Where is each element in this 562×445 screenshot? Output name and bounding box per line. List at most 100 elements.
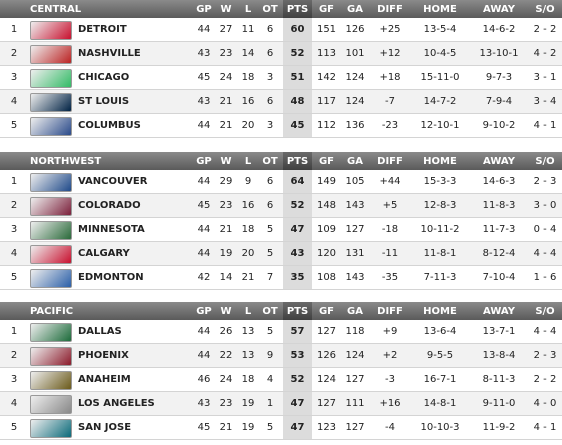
stat: 35 [283,266,312,289]
team-row: 4 CALGARY 44 19 20 5 43 120 131 -11 11-8-1 8-12-4 4 … [0,242,562,266]
stat: 14 [241,48,255,59]
stat: 12-8-3 [423,200,457,211]
team-row: 2 PHOENIX 44 22 13 9 53 126 124 +2 9-5-5 13-8-4 2 - … [0,344,562,368]
rank: 2 [10,200,18,211]
division-header: NORTHWEST GP W L OT PTS GF GA DIFF HOME AWAY S/O [0,152,562,170]
stat: 136 [345,120,365,131]
stat: -35 [381,272,399,283]
division-name: PACIFIC [30,305,74,317]
team-name[interactable]: NASHVILLE [78,48,141,59]
stat: 4 - 1 [533,422,557,433]
team-logo [30,245,72,264]
team-row: 4 ST LOUIS 43 21 16 6 48 117 124 -7 14-7-2 7-9-4 3 -… [0,90,562,114]
team-name[interactable]: ST LOUIS [78,96,130,107]
column-header: GP [196,155,212,167]
team-name[interactable]: SAN JOSE [78,422,132,433]
stat: 131 [345,248,365,259]
stat: 24 [219,72,233,83]
team-row: 3 MINNESOTA 44 21 18 5 47 109 127 -18 10-11-2 11-7-… [0,218,562,242]
stat: 19 [241,398,255,409]
stat: 4 - 4 [533,248,557,259]
stat: 126 [316,350,337,361]
stat: 42 [197,272,211,283]
column-header: AWAY [483,305,515,317]
team-logo [30,221,72,240]
team-row: 4 LOS ANGELES 43 23 19 1 47 127 111 +16 14-8-1 9-11… [0,392,562,416]
stat: 6 [266,48,274,59]
team-name[interactable]: DALLAS [78,326,122,337]
stat: 142 [316,72,337,83]
team-name[interactable]: DETROIT [78,24,127,35]
team-name[interactable]: PHOENIX [78,350,129,361]
stat: 7-10-4 [482,272,516,283]
team-name[interactable]: MINNESOTA [78,224,145,235]
stat: 13-5-4 [423,24,457,35]
stat: 27 [219,24,233,35]
stat: -18 [381,224,399,235]
team-name[interactable]: CHICAGO [78,72,130,83]
stat: 6 [266,200,274,211]
stat: 4 - 4 [533,326,557,337]
column-header: GF [318,155,335,167]
column-header: W [220,3,232,15]
stat: 127 [345,224,365,235]
stat: 112 [316,120,337,131]
stat: 20 [241,120,255,131]
stat: 44 [197,176,211,187]
stat: 149 [316,176,337,187]
stat: 22 [219,350,233,361]
column-header: AWAY [483,155,515,167]
team-name[interactable]: COLORADO [78,200,141,211]
stat: 3 [266,72,274,83]
stat: 124 [345,96,365,107]
stat: 5 [266,326,274,337]
stat: -23 [381,120,399,131]
stat: 13-7-1 [482,326,516,337]
stat: 127 [345,374,365,385]
stat: 24 [219,374,233,385]
stat: 14-6-2 [482,24,516,35]
stat: 13 [241,326,255,337]
stat: 127 [345,422,365,433]
stat: 43 [197,48,211,59]
stat: 127 [316,398,337,409]
stat: 11-9-2 [482,422,516,433]
stat: 108 [316,272,337,283]
stat: 26 [219,326,233,337]
team-name[interactable]: LOS ANGELES [78,398,155,409]
stat: 0 - 4 [533,224,557,235]
stat: 14-7-2 [423,96,457,107]
stat: 5 [266,422,274,433]
rank: 1 [10,326,18,337]
team-name[interactable]: VANCOUVER [78,176,148,187]
stat: 9 [266,350,274,361]
column-header: DIFF [377,3,403,15]
column-header: GF [318,3,335,15]
column-header: OT [262,3,278,15]
column-header: GP [196,305,212,317]
stat: 13 [241,350,255,361]
team-name[interactable]: ANAHEIM [78,374,131,385]
division-name: CENTRAL [30,3,82,15]
stat: +12 [379,48,401,59]
rank: 1 [10,176,18,187]
stat: 47 [283,218,312,241]
stat: 21 [219,96,233,107]
stat: 8-11-3 [482,374,516,385]
stat: 44 [197,120,211,131]
stat: 45 [197,72,211,83]
stat: 117 [316,96,337,107]
team-name[interactable]: CALGARY [78,248,130,259]
stat: 1 [266,398,274,409]
stat: 19 [219,248,233,259]
stat: 9-10-2 [482,120,516,131]
stat: 6 [266,96,274,107]
stat: 16-7-1 [423,374,457,385]
team-row: 2 COLORADO 45 23 16 6 52 148 143 +5 12-8-3 11-8-3 3 … [0,194,562,218]
team-name[interactable]: COLUMBUS [78,120,141,131]
stat: 47 [283,392,312,415]
column-header: DIFF [377,305,403,317]
division-header: CENTRAL GP W L OT PTS GF GA DIFF HOME AWAY S/O [0,0,562,18]
team-name[interactable]: EDMONTON [78,272,144,283]
stat: 151 [316,24,337,35]
